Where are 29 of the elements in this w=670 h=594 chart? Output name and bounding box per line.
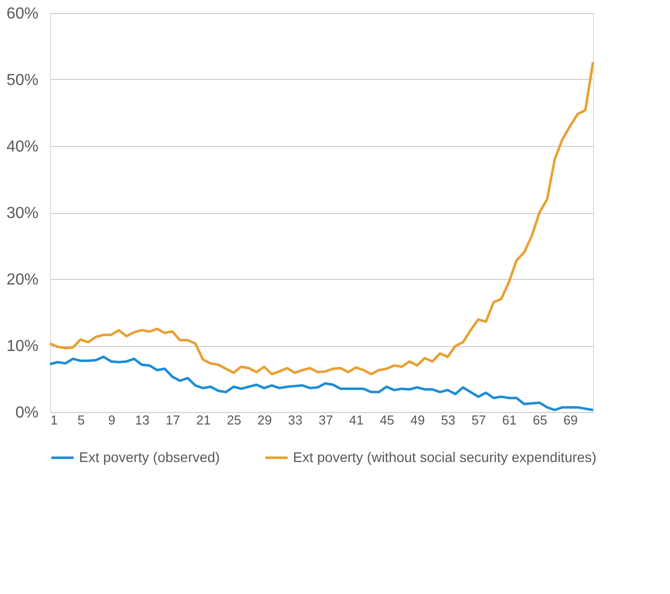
legend-label: Ext poverty (observed)	[79, 448, 220, 465]
x-tick-label: 1	[50, 412, 58, 428]
y-tick-label: 50%	[6, 72, 38, 89]
legend-label: Ext poverty (without social security expenditures)	[293, 448, 596, 465]
x-tick-label: 69	[563, 412, 578, 428]
x-tick-label: 33	[288, 412, 302, 428]
x-tick-label: 37	[318, 412, 334, 428]
y-tick-label: 60%	[6, 6, 38, 22]
x-tick-label: 61	[502, 412, 517, 428]
x-tick-label: 57	[472, 412, 486, 428]
x-tick-label: 41	[349, 412, 364, 428]
x-tick-label: 25	[226, 412, 242, 428]
line-series	[48, 60, 594, 376]
x-tick-label: 29	[257, 412, 272, 428]
y-tick-label: 10%	[6, 338, 38, 355]
x-tick-label: 45	[380, 412, 394, 428]
x-tick-label: 9	[108, 412, 116, 428]
x-tick-label: 5	[77, 412, 85, 428]
line-series	[48, 356, 594, 412]
x-tick-label: 21	[196, 412, 211, 428]
x-tick-label: 53	[440, 412, 456, 428]
x-tick-label: 17	[166, 412, 180, 428]
y-tick-label: 40%	[6, 138, 38, 156]
y-tick-label: 0%	[15, 404, 38, 422]
y-tick-label: 30%	[6, 205, 38, 222]
x-tick-label: 13	[135, 412, 150, 428]
x-tick-label: 49	[410, 412, 425, 428]
y-tick-label: 20%	[6, 272, 38, 288]
x-tick-label: 65	[532, 412, 548, 428]
